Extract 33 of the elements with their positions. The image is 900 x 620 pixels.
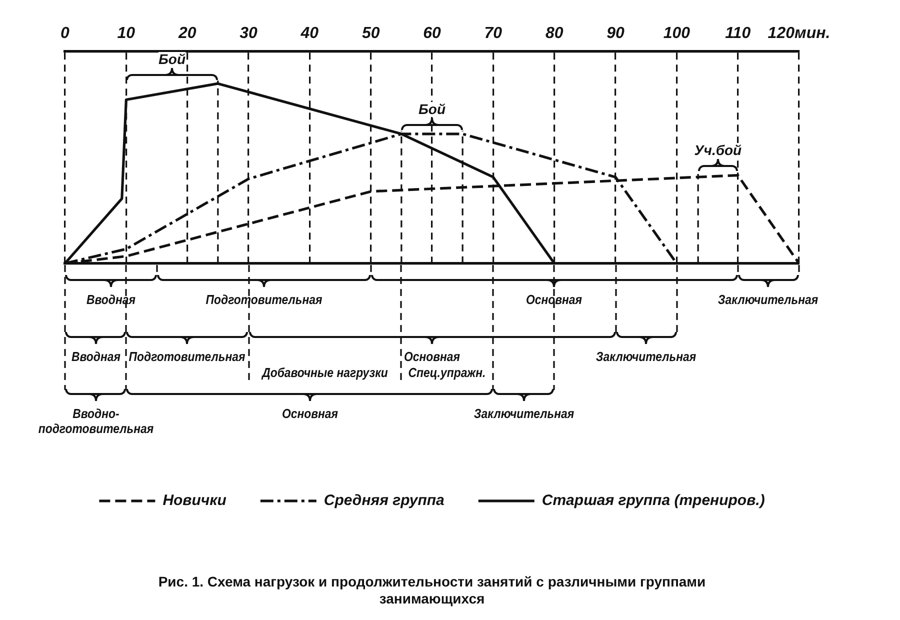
x-tick-label: 20	[177, 25, 196, 42]
text: Спец.упражн.	[408, 365, 486, 380]
x-tick-label: 80	[545, 25, 564, 42]
legend-label: Новички	[162, 492, 226, 510]
text: Вводная	[71, 349, 120, 364]
text: Подготовительная	[129, 349, 246, 364]
text: Вводно-подготовительная	[36, 406, 154, 436]
text: Бой	[158, 50, 186, 67]
legend-label: Средняя группа	[324, 492, 444, 510]
x-tick-label: 50	[362, 25, 380, 42]
text: Заключительная	[474, 406, 574, 422]
x-tick-label: 40	[300, 25, 319, 42]
x-tick-label: 120мин.	[768, 25, 830, 42]
annotation: Бой	[418, 100, 446, 117]
x-tick-label: 30	[240, 25, 258, 42]
x-tick-label: 60	[423, 25, 441, 42]
text: Вводная	[86, 292, 136, 308]
text: Основная	[404, 349, 460, 364]
annotation: Уч.бой	[694, 142, 742, 158]
text: Рис. 1. Схема нагрузок и продолжительности занятий с различными группами занимающихся	[158, 574, 706, 606]
x-tick-label: 0	[60, 25, 70, 42]
text: Заключительная	[596, 349, 696, 364]
x-tick-label: 100	[663, 25, 690, 42]
legend-label: Старшая группа (трениров.)	[542, 492, 765, 510]
x-tick-label: 90	[606, 25, 624, 42]
x-tick-label: 110	[725, 25, 751, 42]
text: Подготовительная	[206, 292, 322, 308]
text: Заключительная	[718, 292, 819, 308]
text: Добавочные нагрузки	[262, 365, 388, 380]
text: Основная	[526, 292, 582, 308]
x-tick-label: 70	[484, 25, 502, 42]
x-tick-label: 10	[117, 25, 136, 42]
text: Основная	[282, 406, 338, 422]
